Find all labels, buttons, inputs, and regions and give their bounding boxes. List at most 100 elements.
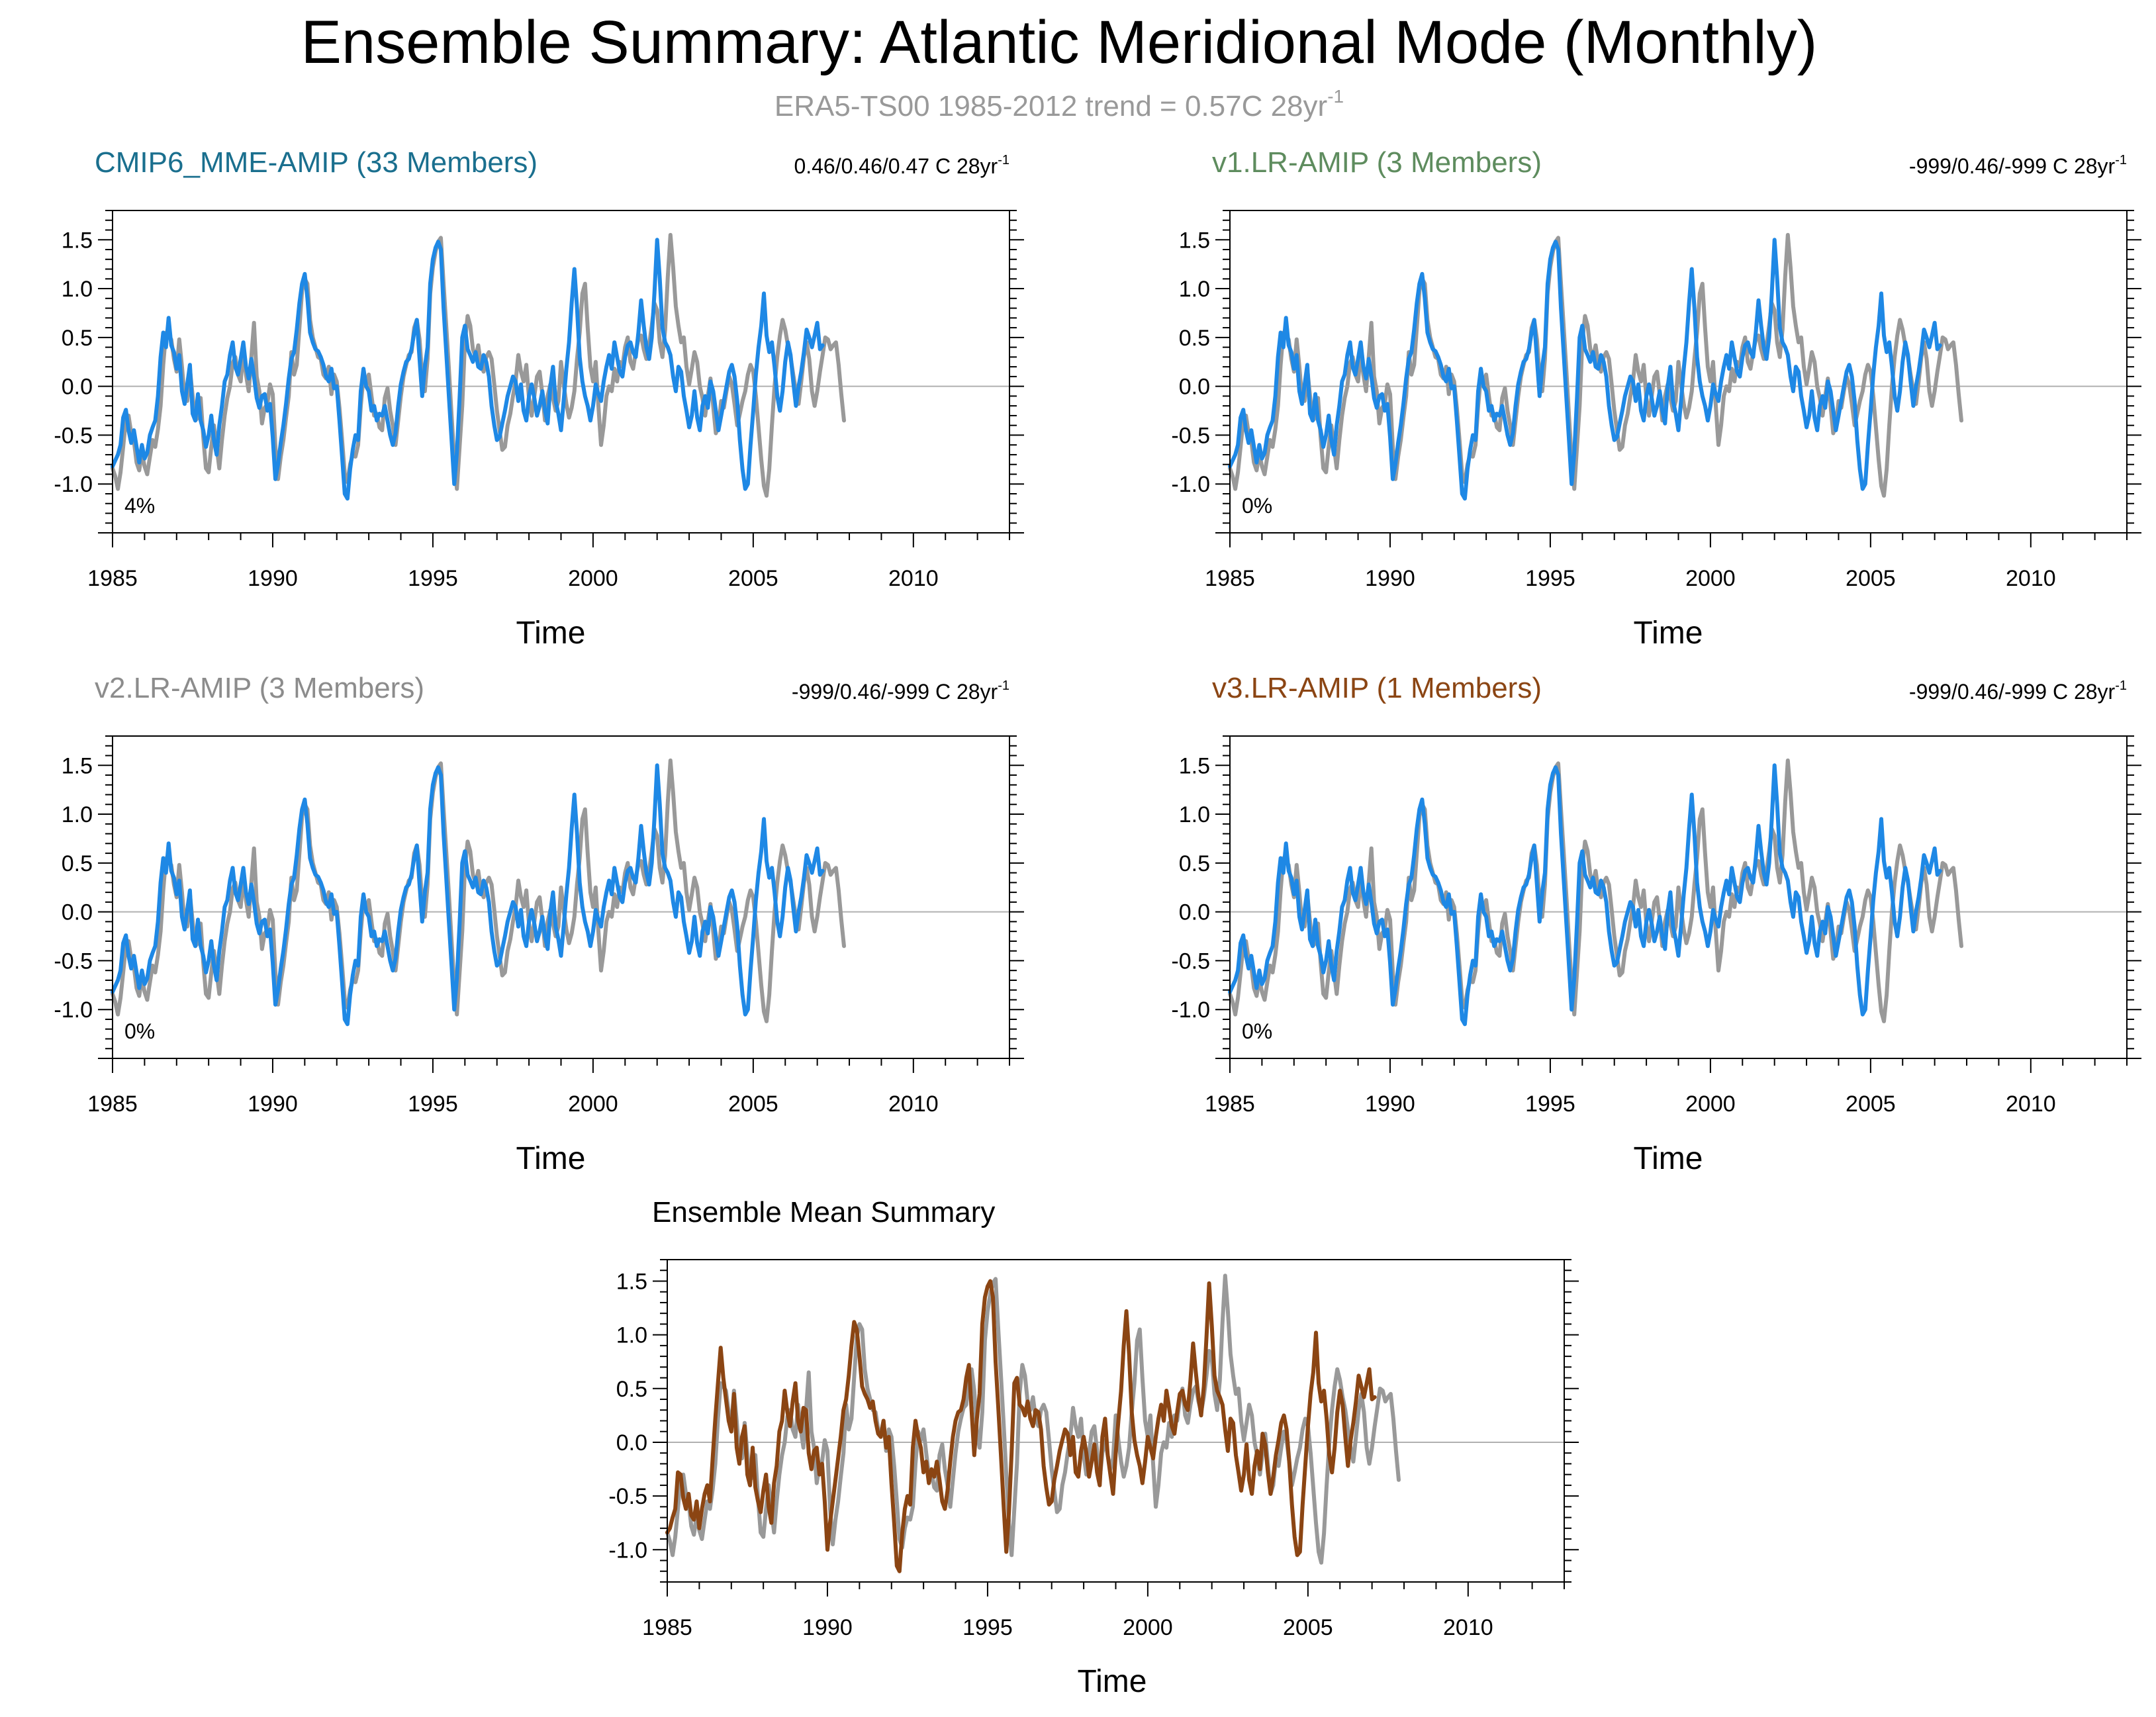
member-series-line (111, 238, 825, 501)
figure-subtitle: ERA5-TS00 1985-2012 trend = 0.57C 28yr-1 (774, 86, 1344, 122)
y-tick-label: -1.0 (1171, 998, 1210, 1023)
x-tick-label: 1995 (408, 566, 458, 591)
x-tick-label: 1985 (642, 1615, 692, 1640)
panel-stats: -999/0.46/-999 C 28yr-1 (1909, 678, 2127, 704)
panel-stats-text: -999/0.46/-999 C 28yr (1909, 154, 2116, 178)
x-tick-label: 2010 (888, 1091, 939, 1117)
x-tick-label: 2010 (2006, 566, 2056, 591)
x-axis-label: Time (1078, 1664, 1147, 1699)
panel-stats-sup: -1 (998, 153, 1009, 167)
x-axis-label: Time (516, 1141, 586, 1176)
x-tick-label: 1990 (248, 566, 298, 591)
y-tick-label: -0.5 (54, 949, 93, 974)
panel-stats-sup: -1 (2115, 153, 2127, 167)
x-tick-label: 2010 (2006, 1091, 2056, 1117)
y-tick-label: 0.5 (62, 851, 93, 876)
ensemble-mean-series-line (665, 1279, 1377, 1573)
y-tick-label: -1.0 (608, 1538, 647, 1563)
panel-ensemble-mean: Ensemble Mean Summary Time -1.0 -0.5 0.0 0.… (608, 1196, 1579, 1699)
panel-stats: -999/0.46/-999 C 28yr-1 (792, 678, 1009, 704)
y-tick-label: 1.5 (62, 753, 93, 778)
x-tick-label: 1990 (802, 1615, 853, 1640)
y-tick-label: 0.0 (62, 375, 93, 400)
y-tick-label: 0.5 (62, 326, 93, 351)
panel-stats-sup: -1 (2115, 678, 2127, 693)
figure-subtitle-text: ERA5-TS00 1985-2012 trend = 0.57C 28yr (774, 90, 1327, 122)
x-tick-label: 1995 (1525, 1091, 1575, 1117)
x-tick-label: 2005 (1283, 1615, 1333, 1640)
y-tick-label: -0.5 (1171, 423, 1210, 448)
panel-percent-label: 0% (124, 1019, 155, 1043)
y-tick-label: 1.0 (62, 802, 93, 827)
x-tick-label: 1985 (87, 566, 138, 591)
x-tick-label: 1995 (408, 1091, 458, 1117)
panel-stats-text: -999/0.46/-999 C 28yr (792, 680, 998, 704)
y-tick-label: 1.5 (62, 228, 93, 253)
y-tick-label: 0.0 (616, 1430, 647, 1456)
y-tick-label: -0.5 (1171, 949, 1210, 974)
y-tick-label: -0.5 (608, 1484, 647, 1509)
panel-v3: v3.LR-AMIP (1 Members) -999/0.46/-999 C … (1171, 672, 2141, 1176)
y-tick-label: 0.0 (1179, 375, 1210, 400)
x-tick-label: 1990 (1365, 566, 1415, 591)
x-tick-label: 2000 (1685, 566, 1736, 591)
y-tick-label: 1.5 (1179, 753, 1210, 778)
panel-v1: v1.LR-AMIP (3 Members) -999/0.46/-999 C … (1171, 146, 2141, 651)
member-series-line (111, 763, 825, 1027)
panel-stats-text: -999/0.46/-999 C 28yr (1909, 680, 2116, 704)
panel-stats: 0.46/0.46/0.47 C 28yr-1 (794, 153, 1009, 178)
panel-title: Ensemble Mean Summary (652, 1196, 995, 1229)
member-series-line (1228, 763, 1942, 1027)
x-tick-label: 1985 (87, 1091, 138, 1117)
x-tick-label: 1985 (1205, 1091, 1255, 1117)
x-tick-label: 2005 (728, 1091, 778, 1117)
y-tick-label: -1.0 (54, 998, 93, 1023)
x-tick-label: 2000 (1685, 1091, 1736, 1117)
y-tick-label: -1.0 (54, 472, 93, 497)
panel-stats-sup: -1 (998, 678, 1009, 693)
y-tick-label: 0.5 (616, 1377, 647, 1402)
y-tick-label: 1.0 (62, 277, 93, 302)
x-axis-label: Time (1634, 1141, 1703, 1176)
panel-percent-label: 0% (1242, 494, 1272, 518)
x-tick-label: 2005 (1846, 566, 1896, 591)
panel-title: v3.LR-AMIP (1 Members) (1212, 672, 1542, 704)
y-tick-label: -0.5 (54, 423, 93, 448)
figure-subtitle-sup: -1 (1327, 86, 1344, 107)
member-series-line (1228, 238, 1942, 501)
panel-v2: v2.LR-AMIP (3 Members) -999/0.46/-999 C … (54, 672, 1024, 1176)
y-tick-label: 0.0 (62, 900, 93, 925)
panel-title: v2.LR-AMIP (3 Members) (95, 672, 424, 704)
y-tick-label: 1.0 (616, 1323, 647, 1348)
panel-title: v1.LR-AMIP (3 Members) (1212, 146, 1542, 179)
panel-cmip6: CMIP6_MME-AMIP (33 Members) 0.46/0.46/0.… (54, 146, 1024, 651)
x-tick-label: 2000 (1123, 1615, 1173, 1640)
x-tick-label: 2005 (1846, 1091, 1896, 1117)
figure-title: Ensemble Summary: Atlantic Meridional Mo… (301, 9, 1818, 76)
panel-title: CMIP6_MME-AMIP (33 Members) (95, 146, 538, 179)
x-tick-label: 1990 (1365, 1091, 1415, 1117)
x-tick-label: 1990 (248, 1091, 298, 1117)
x-tick-label: 2010 (1443, 1615, 1493, 1640)
x-axis-label: Time (516, 616, 586, 651)
y-tick-label: 1.5 (1179, 228, 1210, 253)
y-tick-label: -1.0 (1171, 472, 1210, 497)
panel-percent-label: 4% (124, 494, 155, 518)
x-tick-label: 1995 (1525, 566, 1575, 591)
y-tick-label: 0.5 (1179, 326, 1210, 351)
panel-percent-label: 0% (1242, 1019, 1272, 1043)
x-tick-label: 2000 (568, 566, 618, 591)
y-tick-label: 1.0 (1179, 277, 1210, 302)
x-axis-label: Time (1634, 616, 1703, 651)
panel-stats: -999/0.46/-999 C 28yr-1 (1909, 153, 2127, 178)
x-tick-label: 2005 (728, 566, 778, 591)
x-tick-label: 2000 (568, 1091, 618, 1117)
y-tick-label: 0.0 (1179, 900, 1210, 925)
x-tick-label: 1985 (1205, 566, 1255, 591)
y-tick-label: 0.5 (1179, 851, 1210, 876)
x-tick-label: 1995 (962, 1615, 1013, 1640)
y-tick-label: 1.5 (616, 1269, 647, 1294)
x-tick-label: 2010 (888, 566, 939, 591)
y-tick-label: 1.0 (1179, 802, 1210, 827)
